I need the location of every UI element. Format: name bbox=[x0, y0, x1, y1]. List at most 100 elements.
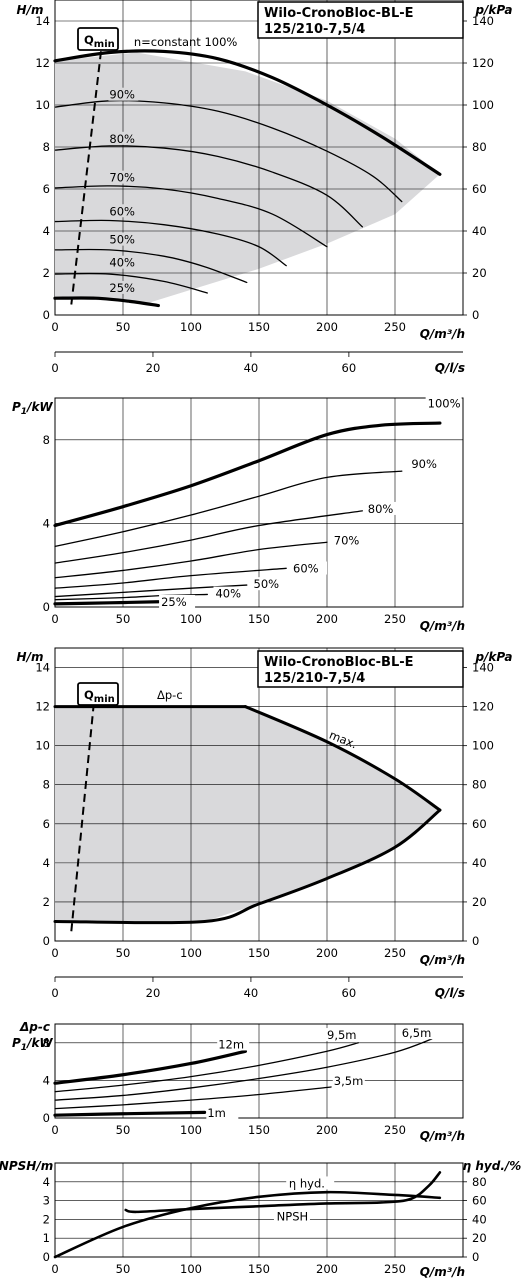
x-axis-title: Q/m³/h bbox=[420, 327, 465, 341]
x-tick-label: 150 bbox=[248, 1262, 270, 1276]
label-bg bbox=[332, 1074, 365, 1088]
right-tick-label: 40 bbox=[472, 224, 487, 238]
series-label: n=constant 100% bbox=[134, 35, 238, 49]
y-tick-label: 2 bbox=[43, 266, 50, 280]
model-title: Wilo-CronoBloc-BL-E bbox=[264, 655, 414, 670]
y-axis-right-title: η hyd./% bbox=[463, 1159, 522, 1173]
x-axis-title: Q/m³/h bbox=[420, 953, 465, 967]
series-label: 70% bbox=[109, 171, 135, 185]
x-tick-label: 100 bbox=[180, 1123, 202, 1137]
secondary-tick-label: 20 bbox=[146, 361, 161, 375]
label-bg bbox=[206, 1106, 239, 1120]
right-tick-label: 60 bbox=[472, 1194, 487, 1208]
x-tick-label: 50 bbox=[116, 320, 131, 334]
series-line-1 bbox=[243, 705, 442, 812]
series-label: η hyd. bbox=[289, 1176, 325, 1190]
series-line-1 bbox=[124, 1171, 442, 1214]
qmin-box bbox=[77, 682, 119, 706]
series-line-0 bbox=[53, 49, 442, 176]
series-label: 90% bbox=[411, 457, 437, 471]
right-tick-label: 140 bbox=[472, 14, 494, 28]
series-line-4 bbox=[54, 219, 287, 267]
y-tick-label: 8 bbox=[43, 433, 50, 447]
series-line-6 bbox=[54, 593, 208, 601]
y-tick-label: 6 bbox=[43, 182, 50, 196]
x-tick-label: 0 bbox=[51, 320, 58, 334]
y-axis-title: H/m bbox=[17, 3, 44, 17]
y-axis-title-top: Δp-c bbox=[19, 1020, 50, 1034]
series-label: 6,5m bbox=[402, 1026, 432, 1040]
series-label: 60% bbox=[293, 562, 319, 576]
x-axis-title: Q/m³/h bbox=[420, 1129, 465, 1143]
right-tick-label: 140 bbox=[472, 661, 494, 675]
x-tick-label: 250 bbox=[384, 612, 406, 626]
label-bg bbox=[409, 457, 446, 471]
y-tick-label: 4 bbox=[43, 856, 50, 870]
right-tick-label: 100 bbox=[472, 98, 494, 112]
series-line-2 bbox=[54, 145, 364, 228]
series-label: 25% bbox=[109, 281, 135, 295]
qmin-line bbox=[70, 683, 97, 932]
series-line-5 bbox=[54, 584, 248, 598]
right-tick-label: 20 bbox=[472, 895, 487, 909]
right-tick-label: 120 bbox=[472, 700, 494, 714]
qmin-q: Q bbox=[84, 688, 94, 702]
x-tick-label: 200 bbox=[316, 1262, 338, 1276]
y-tick-label: 2 bbox=[43, 895, 50, 909]
x-tick-label: 0 bbox=[51, 946, 58, 960]
chart-power_dpc: 0 50 100 150 200 250 0 4 8 12m 9,5m 6,5m 3,5m 1m bbox=[43, 1023, 464, 1137]
right-tick-label: 0 bbox=[472, 934, 479, 948]
y-tick-label: 14 bbox=[35, 661, 50, 675]
y-tick-label: 0 bbox=[43, 308, 50, 322]
secondary-axis-title: Q/l/s bbox=[435, 986, 465, 1000]
y-tick-label: 3 bbox=[43, 1194, 50, 1208]
series-label: 1m bbox=[207, 1106, 226, 1120]
y-tick-label: 0 bbox=[43, 1111, 50, 1125]
model-subtitle: 125/210-7,5/4 bbox=[264, 671, 365, 686]
x-tick-label: 250 bbox=[384, 1123, 406, 1137]
x-tick-label: 200 bbox=[316, 1123, 338, 1137]
y-axis-title: P1/kW bbox=[12, 1036, 53, 1053]
x-tick-label: 50 bbox=[116, 946, 131, 960]
qmin-box bbox=[77, 27, 119, 51]
label-bg bbox=[331, 533, 368, 547]
y-axis-main: P bbox=[12, 1036, 21, 1050]
y-axis-sub: 1 bbox=[21, 407, 27, 417]
series-line-7 bbox=[53, 296, 160, 308]
x-tick-label: 100 bbox=[180, 612, 202, 626]
series-line-1 bbox=[54, 470, 403, 548]
right-tick-label: 0 bbox=[472, 308, 479, 322]
y-tick-label: 10 bbox=[35, 739, 50, 753]
x-tick-label: 200 bbox=[316, 612, 338, 626]
series-label: 100% bbox=[428, 396, 461, 410]
y-tick-label: 6 bbox=[43, 817, 50, 831]
chart-npsh_efficiency: 0 50 100 150 200 250 0 1 2 3 4 η hyd. NPSH bbox=[43, 1162, 464, 1276]
series-label: 40% bbox=[215, 587, 241, 601]
series-line-2 bbox=[54, 510, 364, 564]
series-line-6 bbox=[54, 272, 208, 294]
y-tick-label: 0 bbox=[43, 934, 50, 948]
right-tick-label: 20 bbox=[472, 266, 487, 280]
x-tick-label: 50 bbox=[116, 1123, 131, 1137]
y-axis-right-title: p/kPa bbox=[474, 650, 512, 664]
series-line-3 bbox=[54, 185, 328, 248]
qmin-sub: min bbox=[94, 694, 115, 705]
qmin-marker: Qmin bbox=[70, 682, 119, 932]
y-tick-label: 14 bbox=[35, 14, 50, 28]
right-tick-label: 80 bbox=[472, 778, 487, 792]
y-tick-label: 4 bbox=[43, 1175, 50, 1189]
y-axis-unit: /kW bbox=[25, 1036, 53, 1050]
series-label: 60% bbox=[109, 204, 135, 218]
label-bg bbox=[326, 1028, 358, 1042]
right-tick-label: 60 bbox=[472, 182, 487, 196]
label-bg bbox=[108, 280, 139, 294]
chart-head_speed: 0 50 100 150 200 250 0 2 4 6 8 10 12 14 n=constant 100… bbox=[35, 0, 464, 334]
secondary-tick-label: 0 bbox=[51, 986, 58, 1000]
x-tick-label: 50 bbox=[116, 1262, 131, 1276]
right-axis: 0 20 40 60 80 100 120 140 bbox=[463, 14, 494, 322]
series-label: 70% bbox=[334, 533, 360, 547]
label-bg bbox=[251, 577, 288, 591]
